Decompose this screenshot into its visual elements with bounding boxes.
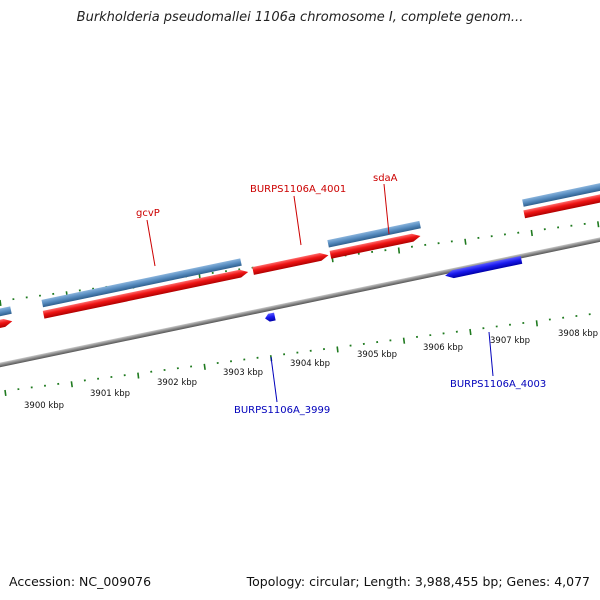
scale-label: 3907 kbp <box>490 336 530 346</box>
scale-label: 3904 kbp <box>290 359 330 369</box>
gene-label-gcvP[interactable]: gcvP <box>136 208 160 219</box>
leader-line <box>270 356 278 403</box>
map-title: Burkholderia pseudomallei 1106a chromoso… <box>76 10 524 25</box>
leader-line <box>383 183 390 235</box>
leader-line <box>293 195 302 246</box>
reverse-gene-track <box>264 255 523 323</box>
leader-line <box>146 219 156 267</box>
major-tick <box>203 363 206 370</box>
major-tick <box>397 247 401 254</box>
leader-line <box>488 331 494 377</box>
gene-labels: gcvP BURPS1106A_4001 sdaA BURPS1106A_399… <box>136 173 546 416</box>
cds-arrow[interactable] <box>523 184 600 219</box>
scale-label: 3901 kbp <box>90 389 130 399</box>
major-tick <box>535 320 538 327</box>
major-tick <box>469 328 472 336</box>
gene-label-sdaA[interactable]: sdaA <box>373 173 398 184</box>
cds-arrow-sdaA[interactable] <box>329 232 422 259</box>
cds-arrow[interactable] <box>0 317 13 337</box>
genome-summary-text: Topology: circular; Length: 3,988,455 bp… <box>246 574 590 589</box>
cds-arrow-gcvP[interactable] <box>42 268 249 319</box>
major-tick <box>0 299 2 307</box>
major-tick <box>336 346 339 353</box>
gene-label-BURPS1106A_4001[interactable]: BURPS1106A_4001 <box>250 184 346 195</box>
gene-label-BURPS1106A_3999[interactable]: BURPS1106A_3999 <box>234 405 330 416</box>
major-tick <box>4 389 7 397</box>
forward-gene-track <box>0 174 600 325</box>
major-tick <box>530 229 533 237</box>
cds-arrow-BURPS1106A_4001[interactable] <box>252 251 329 275</box>
major-tick <box>402 337 406 344</box>
gene-bar-gcvP[interactable] <box>41 258 242 308</box>
scale-label: 3900 kbp <box>24 401 64 411</box>
major-tick <box>137 372 140 379</box>
gene-bar[interactable] <box>522 174 600 207</box>
scale-label: 3903 kbp <box>223 368 263 378</box>
forward-cds-track <box>0 184 600 337</box>
scale-label: 3902 kbp <box>157 378 197 388</box>
backbone <box>0 222 600 383</box>
major-tick <box>464 238 467 245</box>
major-tick <box>597 221 600 228</box>
accession-text: Accession: NC_009076 <box>9 574 152 589</box>
cds-arrow-BURPS1106A_4003[interactable] <box>444 255 523 280</box>
scale-label: 3908 kbp <box>558 329 598 339</box>
cds-arrow-BURPS1106A_3999[interactable] <box>264 312 276 323</box>
scale-label: 3905 kbp <box>357 350 397 360</box>
scale-label: 3906 kbp <box>423 343 463 353</box>
major-tick <box>70 381 73 388</box>
gene-bar-sdaA[interactable] <box>327 220 421 248</box>
scale-labels: 3900 kbp 3901 kbp 3902 kbp 3903 kbp 3904… <box>24 329 598 411</box>
gene-label-BURPS1106A_4003[interactable]: BURPS1106A_4003 <box>450 379 546 390</box>
